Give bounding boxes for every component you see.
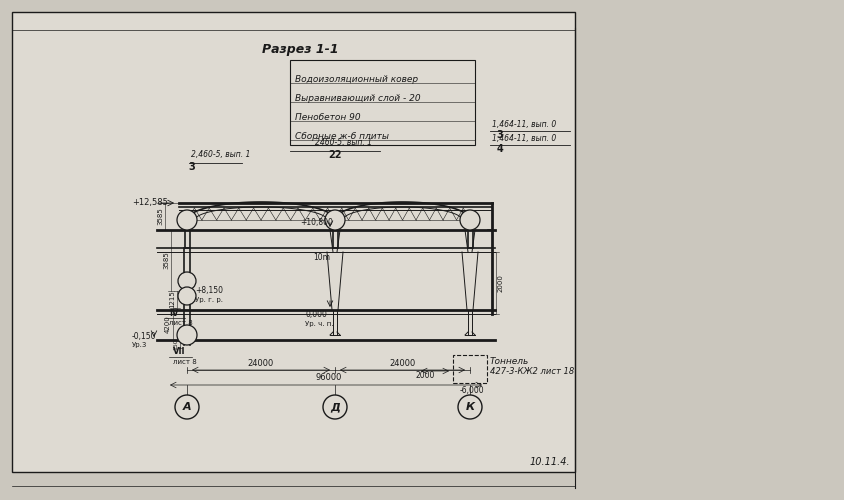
Text: Разрез 1-1: Разрез 1-1	[262, 44, 338, 57]
Circle shape	[178, 287, 196, 305]
Text: Водоизоляционный ковер: Водоизоляционный ковер	[295, 75, 418, 84]
Text: 2000: 2000	[415, 370, 435, 380]
Bar	[12, 12, 575, 472]
Circle shape	[178, 272, 196, 290]
Text: 3585: 3585	[163, 252, 169, 270]
Text: Сборные ж-б плиты: Сборные ж-б плиты	[295, 132, 389, 141]
Text: 2,460-5, вып. 1: 2,460-5, вып. 1	[191, 150, 251, 160]
Text: 427-3-КЖ2 лист 18: 427-3-КЖ2 лист 18	[490, 368, 574, 376]
Circle shape	[323, 395, 347, 419]
Circle shape	[177, 325, 197, 345]
Text: Тоннель: Тоннель	[490, 356, 529, 366]
Text: Выравнивающий слой - 20: Выравнивающий слой - 20	[295, 94, 420, 103]
Text: А: А	[182, 402, 192, 412]
Bar	[468, 220, 473, 248]
Bar	[453, 355, 487, 383]
Circle shape	[325, 210, 345, 230]
Text: IV: IV	[169, 310, 178, 318]
Text: К: К	[465, 402, 474, 412]
Text: 3585: 3585	[157, 208, 163, 226]
Text: лист 8: лист 8	[173, 359, 197, 365]
Text: Ур. ч. п.: Ур. ч. п.	[305, 321, 333, 327]
Bar	[185, 220, 190, 248]
Text: 1,464-11, вып. 0: 1,464-11, вып. 0	[492, 134, 556, 142]
Text: -6,000: -6,000	[460, 386, 484, 394]
Text: 10m: 10m	[313, 254, 330, 262]
Text: Д: Д	[330, 402, 340, 412]
Text: 96000: 96000	[316, 374, 342, 382]
Text: 4: 4	[496, 144, 503, 154]
Text: +8,150: +8,150	[195, 286, 223, 296]
Text: 3: 3	[496, 130, 503, 140]
Text: 150: 150	[173, 338, 178, 350]
Text: 2000: 2000	[498, 274, 504, 292]
Text: 3: 3	[188, 162, 195, 172]
Circle shape	[177, 210, 197, 230]
Circle shape	[175, 395, 199, 419]
Text: 24000: 24000	[389, 358, 415, 368]
Circle shape	[460, 210, 480, 230]
Text: лист 8: лист 8	[169, 320, 192, 326]
Text: 1215: 1215	[169, 290, 175, 308]
Text: Ур.3: Ур.3	[132, 342, 148, 348]
Text: Ур. г. р.: Ур. г. р.	[195, 297, 223, 303]
Circle shape	[458, 395, 482, 419]
Text: VII: VII	[173, 348, 186, 356]
Text: 22: 22	[328, 150, 342, 160]
Text: 2460-5, вып. 1: 2460-5, вып. 1	[315, 138, 372, 147]
Text: +10,800: +10,800	[300, 218, 333, 226]
Text: 0,000: 0,000	[305, 310, 327, 320]
Bar	[290, 60, 475, 145]
Text: 24000: 24000	[248, 358, 274, 368]
Text: 4200: 4200	[165, 315, 171, 333]
Bar	[333, 220, 338, 248]
Text: -0,150: -0,150	[132, 332, 156, 340]
Text: 10.11.4.: 10.11.4.	[529, 457, 570, 467]
Text: Пенобетон 90: Пенобетон 90	[295, 113, 360, 122]
Text: +12,585: +12,585	[132, 198, 168, 207]
Text: 1,464-11, вып. 0: 1,464-11, вып. 0	[492, 120, 556, 130]
